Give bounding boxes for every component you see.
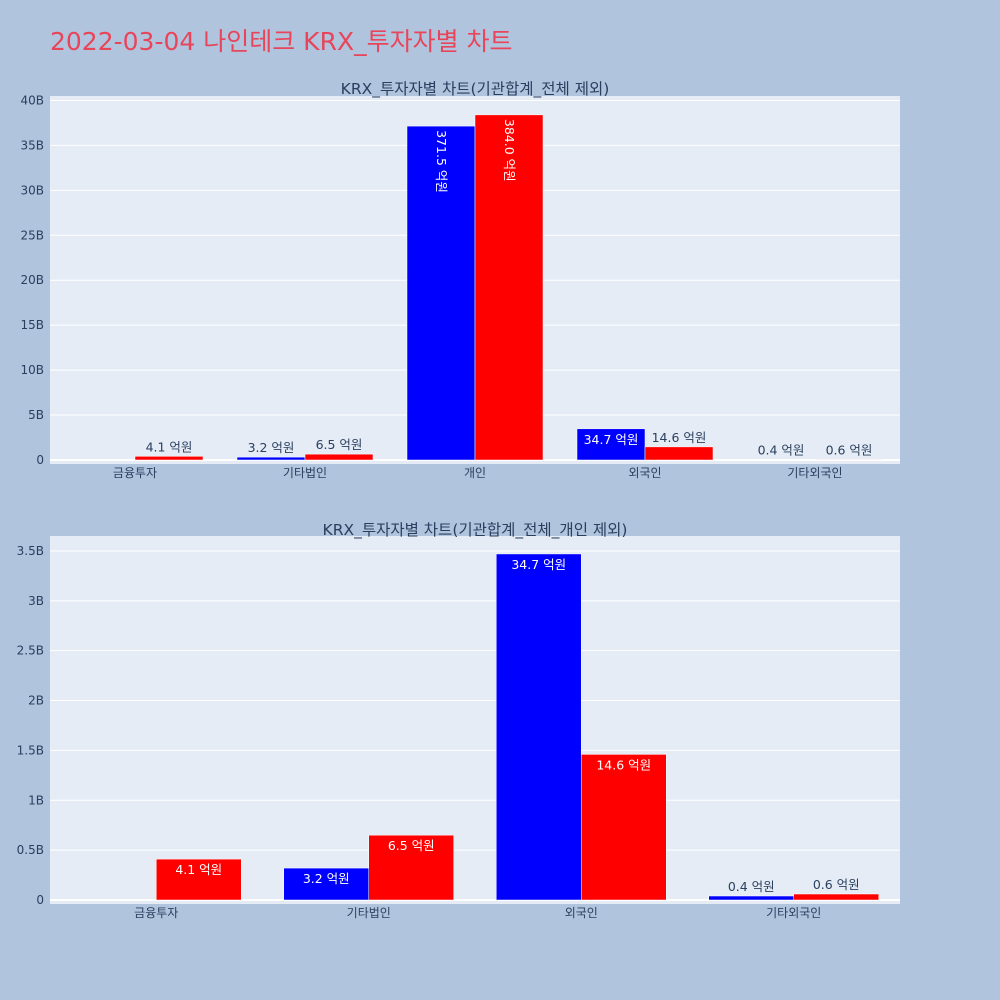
y-tick-label: 1B — [28, 793, 44, 807]
bar — [576, 428, 646, 461]
data-label: 371.5 억원 — [434, 130, 449, 193]
x-tick-label: 개인 — [464, 466, 486, 480]
x-tick-label: 기타법인 — [283, 466, 327, 480]
data-label: 6.5 억원 — [316, 437, 363, 452]
data-label: 0.6 억원 — [826, 442, 873, 457]
bar — [156, 858, 242, 901]
bar — [304, 453, 374, 461]
y-tick-label: 1.5B — [17, 743, 44, 757]
y-tick-label: 3B — [28, 594, 44, 608]
data-label: 6.5 억원 — [388, 838, 435, 853]
y-tick-label: 3.5B — [17, 544, 44, 558]
chart-1: KRX_투자자별 차트(기관합계_전체 제외) 0 5B 10B 15B 20B 25B 30… — [20, 80, 900, 480]
bar — [644, 446, 714, 461]
x-tick-label: 금융투자 — [134, 906, 178, 920]
bar — [814, 459, 884, 461]
y-tick-label: 2B — [28, 694, 44, 708]
bar — [474, 114, 544, 461]
y-tick-label: 0.5B — [17, 843, 44, 857]
data-label: 14.6 억원 — [652, 430, 707, 445]
y-tick-label: 0 — [36, 453, 44, 467]
data-label: 34.7 억원 — [584, 432, 639, 447]
bar — [283, 867, 369, 901]
y-tick-label: 0 — [36, 893, 44, 907]
y-tick-label: 20B — [20, 273, 44, 287]
y-tick-label: 15B — [20, 318, 44, 332]
plot-area — [50, 536, 900, 904]
bar — [708, 895, 794, 901]
x-tick-label: 기타법인 — [347, 906, 391, 920]
y-tick-label: 40B — [20, 93, 44, 107]
x-tick-label: 기타외국인 — [787, 466, 842, 480]
y-tick-label: 25B — [20, 228, 44, 242]
page-title: 2022-03-04 나인테크 KRX_투자자별 차트 — [50, 27, 513, 56]
x-tick-label: 외국인 — [565, 906, 598, 920]
chart-title: KRX_투자자별 차트(기관합계_전체_개인 제외) — [323, 521, 628, 540]
y-tick-label: 30B — [20, 183, 44, 197]
bar — [793, 893, 879, 901]
y-tick-label: 5B — [28, 408, 44, 422]
data-label: 14.6 억원 — [596, 757, 651, 772]
data-label: 3.2 억원 — [248, 440, 295, 455]
chart-2: KRX_투자자별 차트(기관합계_전체_개인 제외) 0 0.5B 1B 1.5B 2B 2… — [17, 521, 900, 920]
data-label: 4.1 억원 — [175, 862, 222, 877]
data-label: 34.7 억원 — [511, 557, 566, 572]
data-label: 4.1 억원 — [146, 439, 193, 454]
data-label: 3.2 억원 — [303, 871, 350, 886]
x-tick-label: 기타외국인 — [766, 906, 821, 920]
y-tick-label: 35B — [20, 138, 44, 152]
data-label: 0.6 억원 — [813, 877, 860, 892]
y-tick-label: 10B — [20, 363, 44, 377]
bar — [496, 553, 582, 901]
data-label: 0.4 억원 — [728, 879, 775, 894]
chart-title: KRX_투자자별 차트(기관합계_전체 제외) — [341, 80, 610, 99]
x-tick-label: 금융투자 — [113, 466, 157, 480]
bar — [134, 456, 204, 461]
bar — [581, 754, 667, 901]
x-tick-label: 외국인 — [628, 466, 661, 480]
data-label: 384.0 억원 — [502, 119, 517, 182]
bar — [368, 834, 454, 901]
bar — [236, 456, 306, 461]
bar — [406, 125, 476, 461]
y-tick-label: 2.5B — [17, 644, 44, 658]
data-label: 0.4 억원 — [758, 443, 805, 458]
